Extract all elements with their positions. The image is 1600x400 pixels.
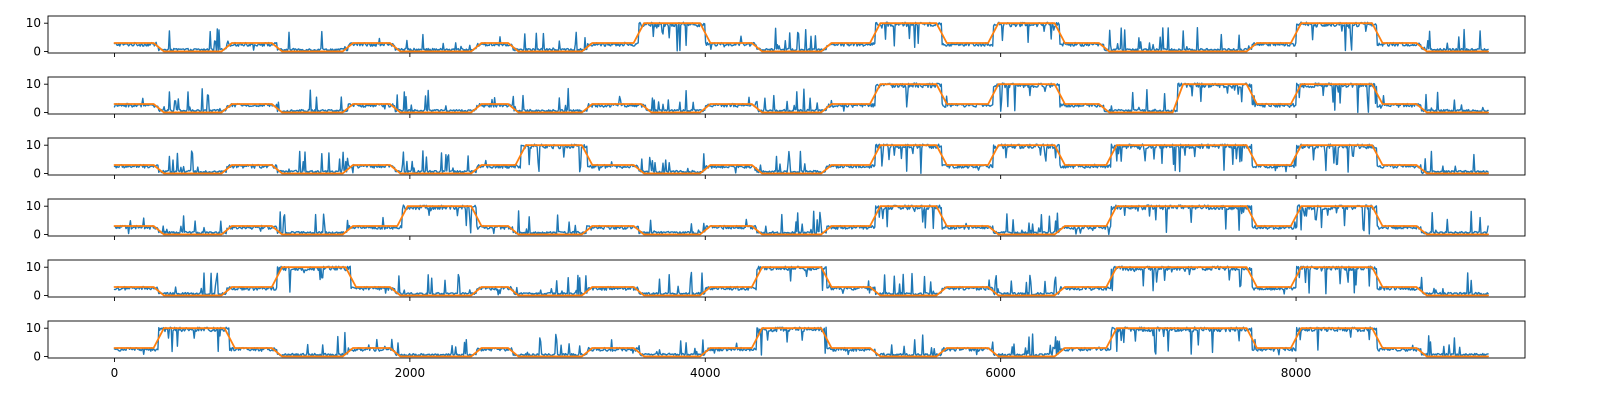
- y-tick-label: 10: [26, 321, 41, 335]
- y-tick-label: 0: [33, 349, 41, 363]
- series-measured-line: [113, 21, 1489, 53]
- series-measured-line: [113, 204, 1489, 236]
- y-tick-label: 10: [26, 16, 41, 30]
- axes-frame: [47, 15, 1526, 54]
- subplot-4: 0 10: [26, 198, 1526, 241]
- series-target-line: [113, 205, 1489, 236]
- x-tick-label: 6000: [985, 366, 1016, 380]
- axes-frame: [47, 259, 1526, 298]
- subplot-6: 0 10 0 2000 4000 6000 8000: [26, 320, 1526, 380]
- x-tick-label: 4000: [690, 366, 721, 380]
- y-tick-label: 10: [26, 77, 41, 91]
- subplot-1: 0 10: [26, 15, 1526, 58]
- y-tick-label: 0: [33, 44, 41, 58]
- y-tick-label: 10: [26, 138, 41, 152]
- series-target-line: [113, 83, 1489, 114]
- y-tick-label: 10: [26, 199, 41, 213]
- axes-frame: [47, 198, 1526, 237]
- axes-frame: [47, 76, 1526, 115]
- x-tick-label: 8000: [1281, 366, 1312, 380]
- subplot-3: 0 10: [26, 137, 1526, 180]
- x-tick-label: 2000: [395, 366, 426, 380]
- x-tick-label: 0: [111, 366, 119, 380]
- y-tick-label: 10: [26, 260, 41, 274]
- y-tick-label: 0: [33, 288, 41, 302]
- series-target-line: [113, 22, 1489, 53]
- axes-frame: [47, 320, 1526, 359]
- axes-frame: [47, 137, 1526, 176]
- subplot-stack: 0 10 0 10 0 10 0 10 0 10 0 10 0 2000 4000 6000 8000: [26, 15, 1526, 380]
- subplot-5: 0 10: [26, 259, 1526, 302]
- series-target-line: [113, 327, 1489, 358]
- series-target-line: [113, 144, 1489, 175]
- y-tick-label: 0: [33, 105, 41, 119]
- subplot-2: 0 10: [26, 76, 1526, 119]
- series-target-line: [113, 266, 1489, 297]
- y-tick-label: 0: [33, 227, 41, 241]
- y-tick-label: 0: [33, 166, 41, 180]
